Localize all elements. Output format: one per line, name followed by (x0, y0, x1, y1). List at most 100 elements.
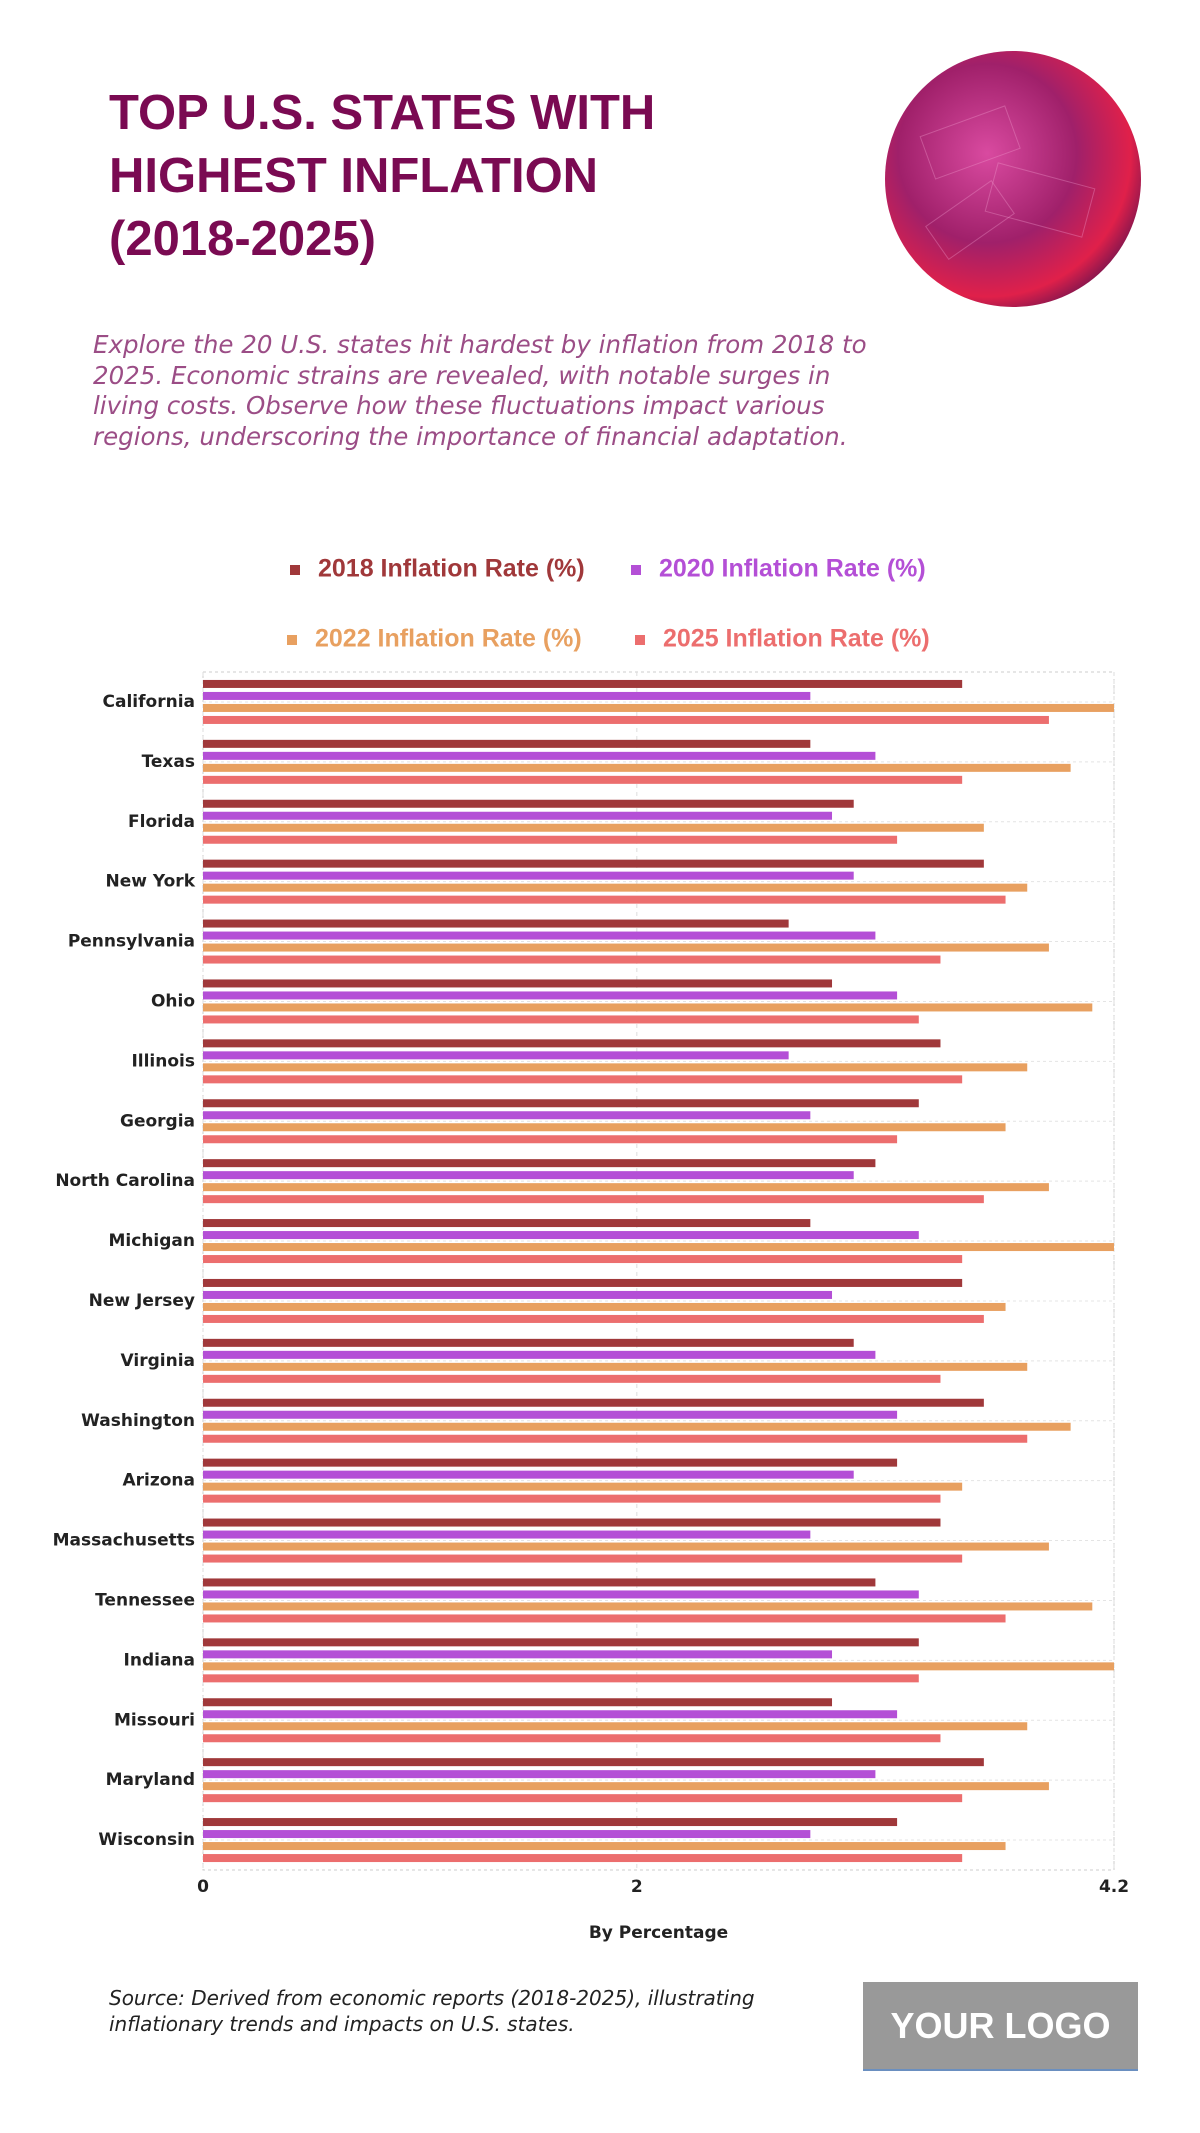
bar (203, 763, 1071, 772)
y-tick-label: North Carolina (55, 1171, 195, 1191)
bar (203, 1183, 1049, 1192)
bar (203, 1518, 941, 1527)
bar (203, 703, 1114, 712)
header-image (885, 51, 1141, 307)
bar (203, 1111, 811, 1120)
bar (203, 1758, 984, 1767)
bar (203, 1231, 919, 1240)
bar (203, 799, 854, 808)
legend-marker (635, 635, 645, 645)
y-tick-label: Indiana (124, 1650, 195, 1670)
bar (203, 1159, 876, 1168)
legend-label: 2020 Inflation Rate (%) (659, 555, 926, 583)
x-tick-label: 4.2 (1099, 1877, 1129, 1897)
legend-label: 2022 Inflation Rate (%) (315, 625, 582, 653)
bar (203, 955, 941, 964)
legend-marker (287, 635, 297, 645)
legend-marker (290, 565, 300, 575)
bar (203, 1099, 919, 1108)
bar (203, 811, 833, 820)
bar (203, 751, 876, 760)
bar (203, 1171, 854, 1180)
bar (203, 1255, 963, 1264)
bar (203, 1470, 854, 1479)
bar (203, 823, 984, 832)
bar (203, 775, 963, 784)
bar (203, 931, 876, 940)
bar (203, 1734, 941, 1743)
bar (203, 1135, 898, 1144)
bar (203, 691, 811, 700)
bar (203, 1830, 811, 1839)
bar (203, 1003, 1093, 1012)
bar (203, 1794, 963, 1803)
bar (203, 1422, 1071, 1431)
x-axis-title: By Percentage (589, 1923, 728, 1943)
bar (203, 1123, 1006, 1132)
bar (203, 871, 854, 880)
y-tick-label: Tennessee (95, 1590, 195, 1610)
bar (203, 1638, 919, 1647)
logo[interactable]: YOUR LOGO (863, 1982, 1138, 2071)
bar (203, 835, 898, 844)
legend-marker (631, 565, 641, 575)
subtitle: Explore the 20 U.S. states hit hardest b… (93, 330, 867, 451)
y-tick-label: Massachusetts (53, 1531, 195, 1551)
y-tick-label: Washington (81, 1411, 195, 1431)
legend-label: 2018 Inflation Rate (%) (318, 555, 585, 583)
bar (203, 1051, 789, 1060)
y-tick-label: Texas (142, 752, 195, 772)
bar (203, 1302, 1006, 1311)
plot-frame (202, 671, 1115, 1871)
bar (203, 1590, 919, 1599)
bar (203, 739, 811, 748)
bar (203, 1650, 833, 1659)
y-tick-label: Ohio (151, 991, 195, 1011)
y-tick-label: Illinois (131, 1051, 195, 1071)
bar (203, 883, 1028, 892)
bar (203, 1602, 1093, 1611)
x-tick-label: 2 (631, 1877, 643, 1897)
y-tick-label: New York (106, 872, 196, 892)
bar (203, 1698, 833, 1707)
title: TOP U.S. STATES WITH HIGHEST INFLATION (… (109, 86, 656, 266)
bar (203, 1039, 941, 1048)
bar (203, 1063, 1028, 1072)
bar (203, 1818, 898, 1827)
bar (203, 1578, 876, 1587)
bar (203, 1374, 941, 1383)
x-tick-label: 0 (197, 1877, 209, 1897)
bar (203, 859, 984, 868)
bar (203, 679, 963, 688)
y-tick-label: Maryland (106, 1770, 195, 1790)
bar (203, 1782, 1049, 1791)
bar (203, 919, 789, 928)
bar (203, 1410, 898, 1419)
source-note: Source: Derived from economic reports (2… (109, 1986, 755, 2036)
y-tick-label: Wisconsin (98, 1830, 195, 1850)
bar (203, 943, 1049, 952)
bar (203, 1722, 1028, 1731)
bar (203, 1219, 811, 1228)
y-tick-label: Georgia (120, 1111, 195, 1131)
bar (203, 1458, 898, 1467)
bar (203, 1015, 919, 1024)
bar (203, 1482, 963, 1491)
bar (203, 1854, 963, 1863)
bar (203, 1614, 1006, 1623)
bar (203, 1434, 1028, 1443)
bar (203, 1674, 919, 1683)
bar (203, 991, 898, 1000)
bar (203, 1842, 1006, 1851)
y-tick-label: Florida (128, 812, 195, 832)
bar (203, 1662, 1114, 1671)
bar (203, 1362, 1028, 1371)
y-tick-label: Pennsylvania (68, 932, 195, 952)
bar (203, 1195, 984, 1204)
bar (203, 1338, 854, 1347)
y-tick-label: Arizona (122, 1471, 195, 1491)
bar (203, 1554, 963, 1563)
y-tick-label: Virginia (121, 1351, 195, 1371)
bar (203, 1075, 963, 1084)
